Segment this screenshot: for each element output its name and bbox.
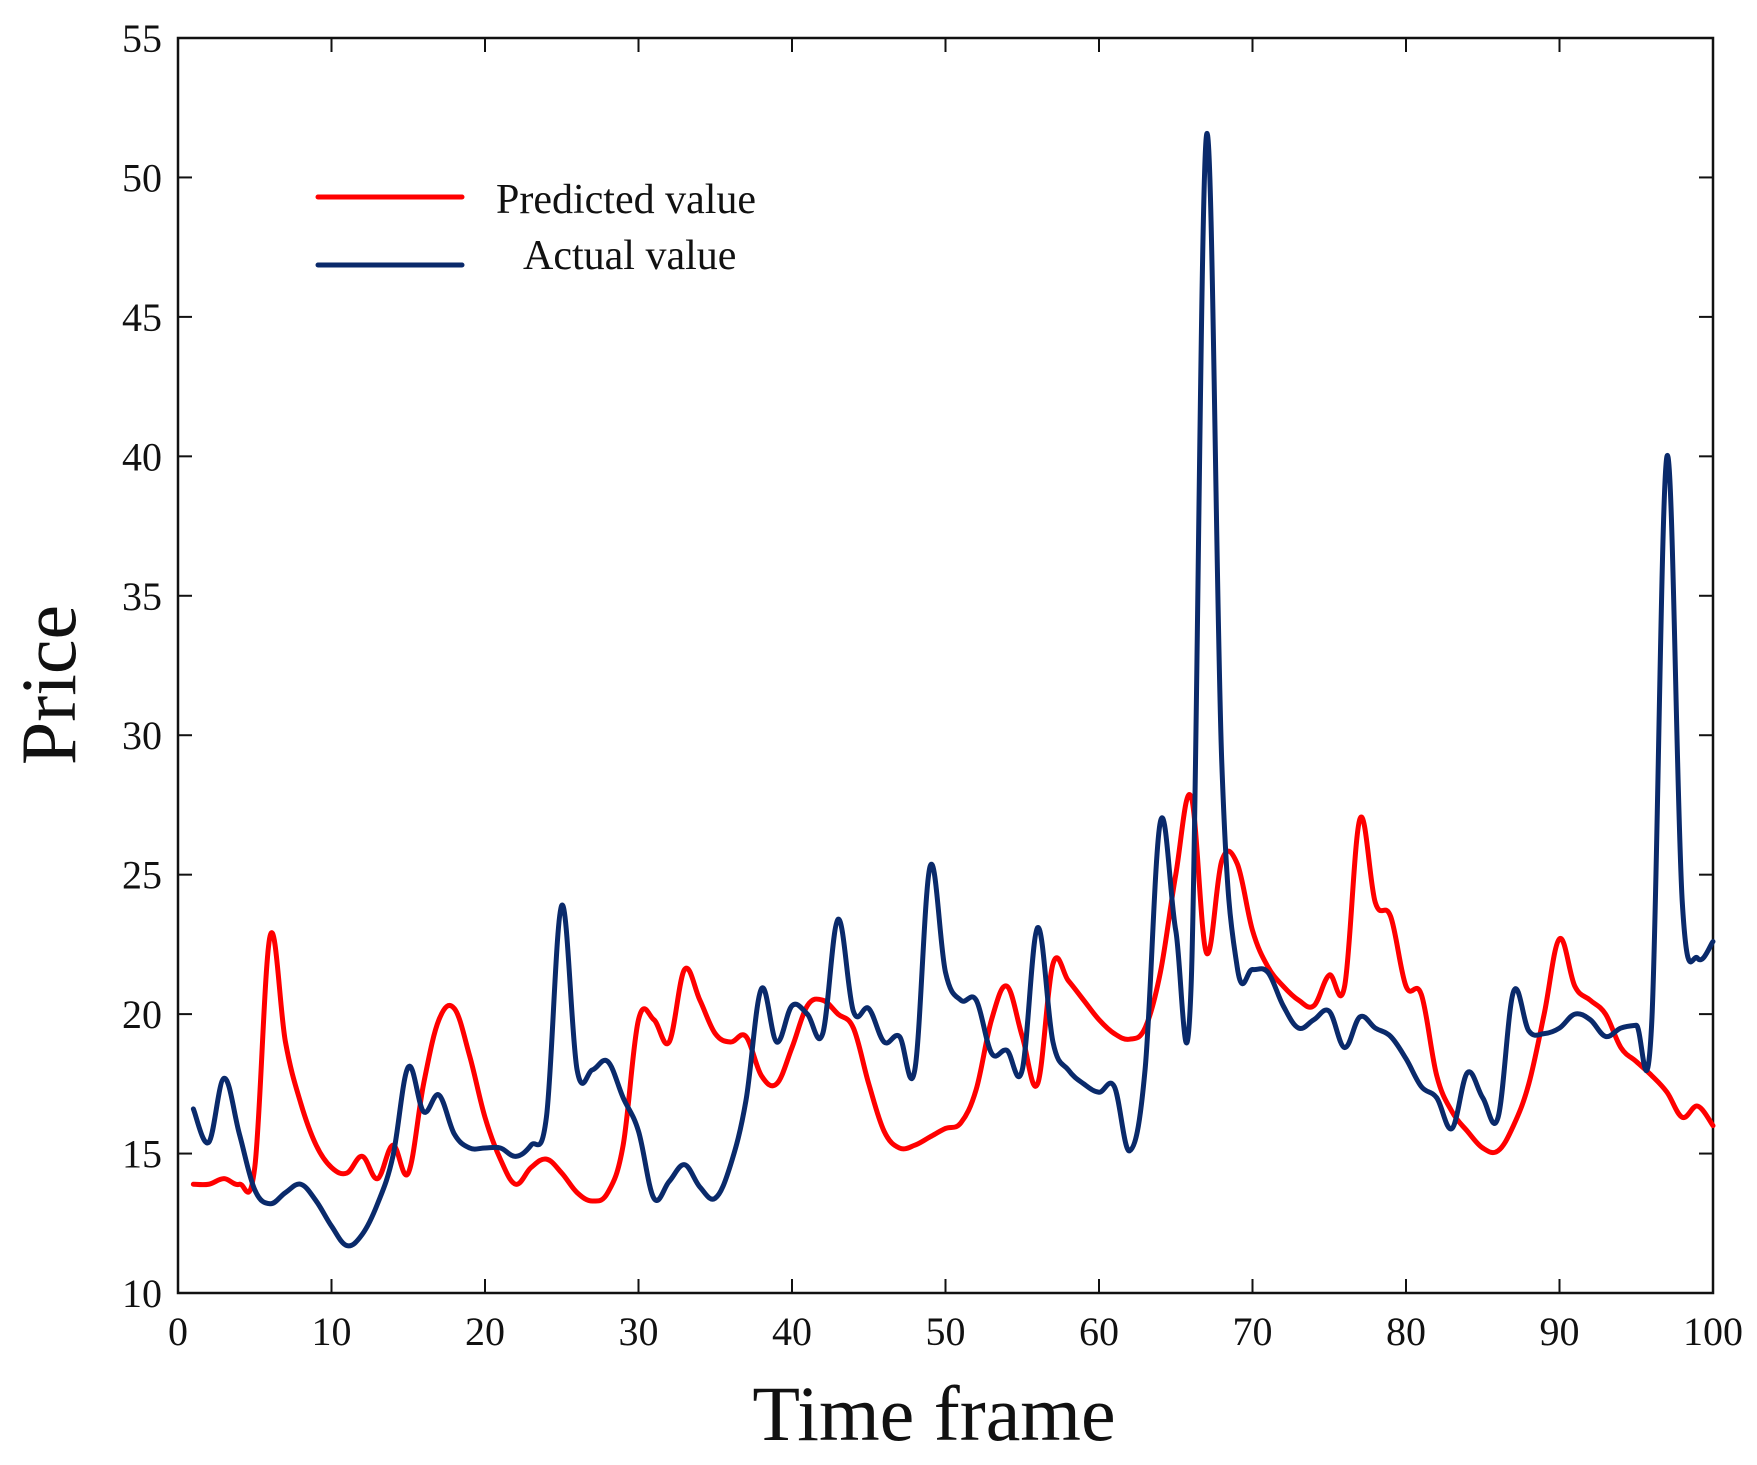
x-tick-label: 40 bbox=[772, 1309, 812, 1354]
x-tick-label: 90 bbox=[1540, 1309, 1580, 1354]
x-tick-label: 50 bbox=[926, 1309, 966, 1354]
y-tick-label: 40 bbox=[122, 434, 162, 479]
series-line-predicted bbox=[190, 792, 1716, 1204]
axes bbox=[176, 36, 1715, 1295]
y-axis-title: Price bbox=[5, 605, 92, 765]
y-tick-label: 35 bbox=[122, 574, 162, 619]
plot-frame bbox=[176, 36, 1715, 1295]
y-tick-label: 45 bbox=[122, 295, 162, 340]
x-tick-label: 30 bbox=[619, 1309, 659, 1354]
x-tick-label: 100 bbox=[1683, 1309, 1743, 1354]
x-tick-label: 70 bbox=[1233, 1309, 1273, 1354]
x-tick-label: 20 bbox=[465, 1309, 505, 1354]
y-tick-label: 50 bbox=[122, 155, 162, 200]
tick-marks bbox=[177, 37, 1714, 1294]
y-tick-label: 25 bbox=[122, 853, 162, 898]
series-line-actual bbox=[190, 130, 1716, 1249]
y-tick-label: 20 bbox=[122, 992, 162, 1037]
legend: Predicted value Actual value bbox=[315, 177, 756, 279]
x-tick-label: 10 bbox=[312, 1309, 352, 1354]
tick-labels: 0 10 20 30 40 50 60 70 80 90 100101520253035404550… bbox=[122, 16, 1743, 1354]
y-tick-label: 30 bbox=[122, 713, 162, 758]
legend-label-predicted: Predicted value bbox=[496, 177, 756, 223]
x-tick-label: 60 bbox=[1079, 1309, 1119, 1354]
y-tick-label: 15 bbox=[122, 1132, 162, 1177]
x-tick-label: 80 bbox=[1386, 1309, 1426, 1354]
legend-label-actual: Actual value bbox=[523, 233, 736, 279]
x-axis-title: Time frame bbox=[752, 1370, 1115, 1457]
y-tick-label: 10 bbox=[122, 1271, 162, 1316]
series-lines bbox=[190, 130, 1716, 1249]
x-tick-label: 0 bbox=[168, 1309, 188, 1354]
y-tick-label: 55 bbox=[122, 16, 162, 61]
